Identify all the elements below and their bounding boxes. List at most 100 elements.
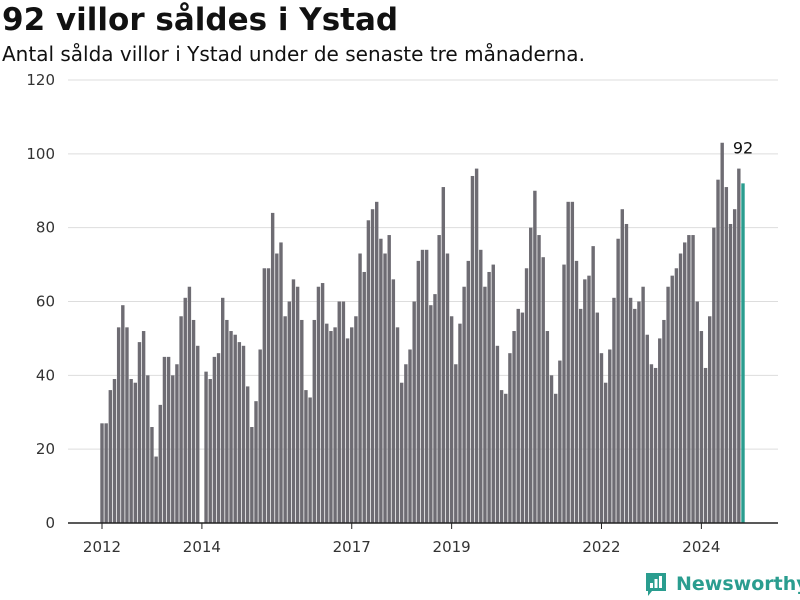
bar xyxy=(612,297,616,523)
bar xyxy=(441,187,446,523)
x-tick-label: 2024 xyxy=(682,538,720,556)
bar xyxy=(578,308,583,523)
bar xyxy=(562,264,566,523)
bar xyxy=(250,427,254,523)
chart-title: 92 villor såldes i Ystad xyxy=(2,2,399,38)
bar xyxy=(196,345,200,523)
bar xyxy=(603,382,608,523)
bar xyxy=(316,286,321,523)
bar xyxy=(221,297,225,523)
bar xyxy=(520,312,525,523)
last-value-label: 92 xyxy=(733,138,753,157)
bar xyxy=(283,316,287,523)
bar xyxy=(225,319,229,523)
bar xyxy=(670,275,674,523)
bar xyxy=(591,246,595,523)
bar xyxy=(599,353,604,523)
bar xyxy=(616,238,620,523)
bar xyxy=(524,268,529,523)
x-tick-label: 2022 xyxy=(582,538,620,556)
bar xyxy=(574,260,579,523)
bar xyxy=(408,349,412,523)
bar xyxy=(116,327,121,523)
bar xyxy=(287,301,292,523)
bar-latest xyxy=(741,183,745,523)
bar xyxy=(595,312,600,523)
bar xyxy=(424,249,429,524)
bar xyxy=(133,382,138,523)
bar xyxy=(716,179,720,524)
bar xyxy=(483,286,487,523)
bar xyxy=(391,279,396,523)
x-tick-label: 2012 xyxy=(83,538,121,556)
bar xyxy=(645,334,649,523)
bar xyxy=(204,371,208,523)
bar xyxy=(121,305,125,523)
bar xyxy=(624,223,629,523)
bar xyxy=(308,397,312,523)
bar xyxy=(570,201,575,523)
bar xyxy=(233,334,237,523)
bar xyxy=(108,390,113,523)
bar xyxy=(275,253,279,523)
bar xyxy=(258,349,262,523)
bar xyxy=(212,356,217,523)
bar xyxy=(125,327,129,523)
bar xyxy=(666,286,670,523)
bar xyxy=(703,367,708,523)
bar xyxy=(104,423,108,523)
bar xyxy=(583,279,587,523)
bar xyxy=(337,301,341,523)
bar xyxy=(291,279,296,523)
bar xyxy=(279,242,283,523)
bar xyxy=(553,393,558,523)
y-tick-label: 120 xyxy=(26,71,55,89)
y-tick-label: 80 xyxy=(36,219,55,237)
bar xyxy=(166,356,171,523)
x-tick-label: 2014 xyxy=(183,538,221,556)
y-tick-label: 100 xyxy=(26,145,55,163)
bar xyxy=(633,308,637,523)
bar xyxy=(566,201,570,523)
bar xyxy=(399,382,404,523)
bar xyxy=(266,268,271,523)
brand-name: Newsworthy xyxy=(676,573,800,595)
bar xyxy=(445,253,450,523)
bar xyxy=(254,401,258,523)
bar xyxy=(732,209,737,524)
bar xyxy=(229,331,233,523)
bar xyxy=(541,257,545,523)
bar xyxy=(479,249,483,524)
bar xyxy=(687,235,691,524)
bar xyxy=(466,260,470,523)
bar xyxy=(241,345,246,523)
chart-subtitle: Antal sålda villor i Ystad under de sena… xyxy=(2,42,585,66)
newsworthy-chart-logo-icon xyxy=(646,573,666,596)
bar xyxy=(366,220,371,524)
bar xyxy=(325,323,329,523)
bar xyxy=(512,331,516,523)
bar xyxy=(404,364,408,523)
bar xyxy=(628,297,633,523)
bar xyxy=(470,175,475,523)
bar xyxy=(491,264,495,523)
bar xyxy=(383,253,387,523)
bars xyxy=(100,142,745,524)
bar xyxy=(608,349,612,523)
x-tick-label: 2019 xyxy=(433,538,471,556)
bar xyxy=(487,271,491,523)
bar xyxy=(474,168,479,523)
bar xyxy=(370,209,375,524)
bar xyxy=(158,404,162,523)
x-tick-label: 2017 xyxy=(333,538,371,556)
bar xyxy=(529,227,533,523)
bar xyxy=(129,379,133,523)
bar xyxy=(375,201,379,523)
bar xyxy=(641,286,645,523)
bar xyxy=(674,268,679,523)
bar xyxy=(691,235,695,524)
bar xyxy=(245,386,250,523)
y-tick-label: 0 xyxy=(45,514,55,532)
